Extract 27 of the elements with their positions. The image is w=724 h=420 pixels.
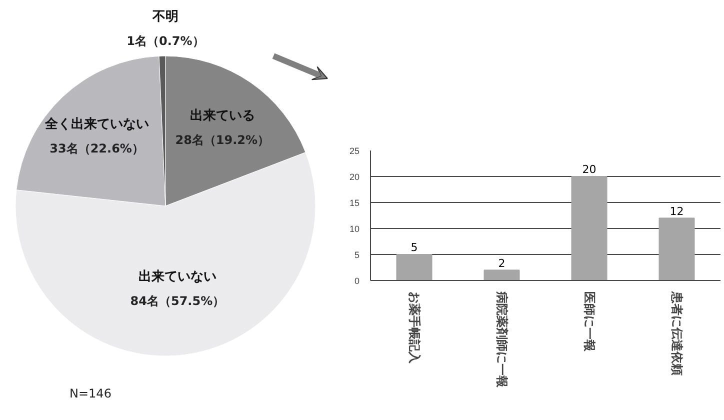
bar [396, 254, 432, 280]
x-tick-label: 医師に一報 [582, 292, 596, 352]
bar [484, 270, 520, 280]
slice-label: 出来ている [190, 108, 255, 124]
slice-label: 不明 [151, 10, 178, 24]
data-label: 28名（19.2%） [175, 132, 270, 147]
y-tick-label: 15 [349, 198, 360, 208]
y-tick-label: 25 [349, 146, 360, 156]
data-label: 5 [410, 241, 418, 254]
x-tick-label: 患者に伝達依頼 [670, 290, 684, 376]
y-tick-label: 0 [354, 276, 360, 286]
data-label: 2 [498, 256, 506, 270]
x-tick-label: お薬手帳記入 [407, 292, 422, 364]
slice-label: 出来ていない [138, 270, 216, 285]
bar [658, 218, 695, 280]
bar [571, 176, 608, 280]
data-label: 20 [582, 163, 596, 176]
y-tick-label: 10 [349, 224, 360, 234]
text: N=146 [70, 386, 112, 400]
y-tick-label: 20 [349, 172, 360, 182]
data-label: 1名（0.7%） [126, 34, 204, 48]
data-label: 84名（57.5%） [130, 294, 225, 308]
data-label: 12 [670, 204, 684, 218]
x-tick-label: 病院薬剤師に一報 [494, 290, 509, 388]
data-label: 33名（22.6%） [50, 142, 144, 156]
slice-label: 全く出来ていない [44, 117, 149, 132]
y-tick-label: 5 [354, 250, 360, 260]
